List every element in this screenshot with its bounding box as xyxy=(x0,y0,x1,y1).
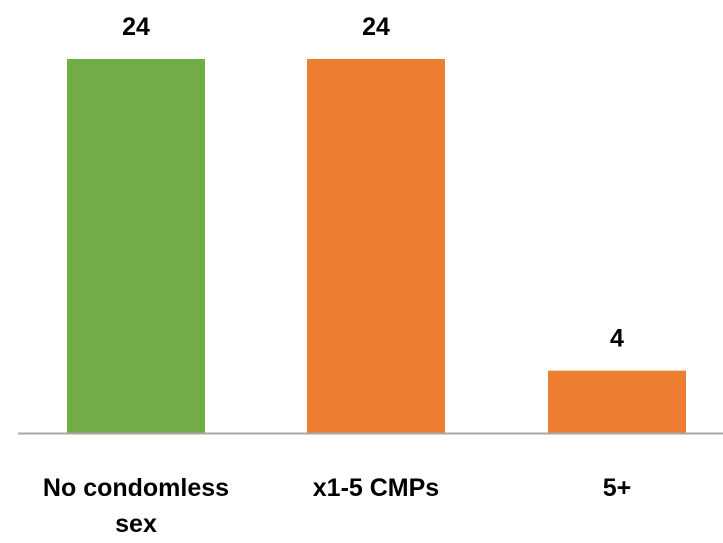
bars-group xyxy=(67,59,686,433)
category-label-0-line-0: No condomless xyxy=(43,474,229,502)
bar-2 xyxy=(548,370,686,433)
data-labels-group: 24 24 4 xyxy=(122,13,624,353)
category-label-2: 5+ xyxy=(603,474,632,502)
category-label-1: x1-5 CMPs xyxy=(313,474,439,502)
category-label-0-line-1: sex xyxy=(115,510,157,538)
data-label-2: 4 xyxy=(610,325,624,353)
bar-1 xyxy=(307,59,445,433)
category-labels-group: No condomless sex x1-5 CMPs 5+ xyxy=(43,474,631,538)
bar-0 xyxy=(67,59,205,433)
data-label-1: 24 xyxy=(362,13,390,41)
data-label-0: 24 xyxy=(122,13,150,41)
